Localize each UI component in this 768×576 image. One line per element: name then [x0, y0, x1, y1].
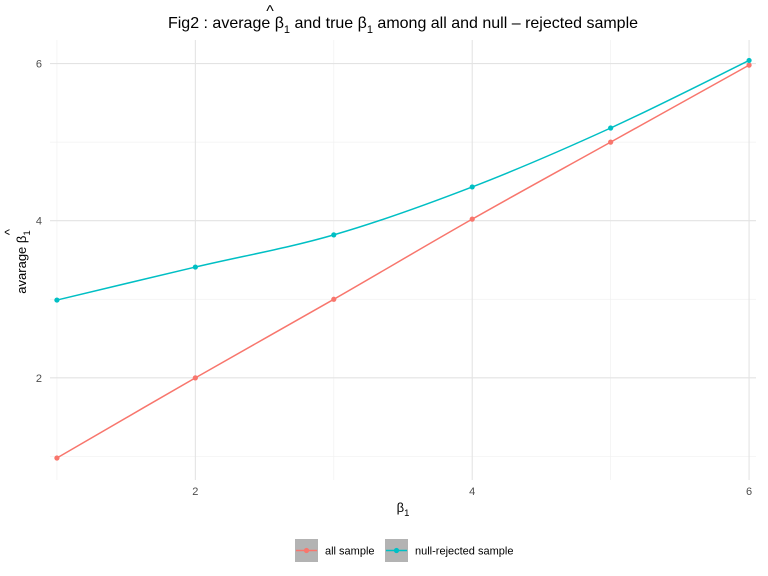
- y-tick-label: 6: [36, 59, 42, 71]
- title-beta-hat-symbol: β: [275, 15, 284, 32]
- title-hat-accent: ^: [266, 3, 274, 20]
- data-point-all-sample: [192, 375, 198, 381]
- legend: all sample null-rejected sample: [295, 539, 513, 562]
- grid-major-lines: [50, 40, 756, 480]
- data-point-null-rejected-sample: [469, 184, 475, 190]
- series-line-null-rejected-sample: [56, 59, 750, 301]
- legend-key-point: [303, 547, 310, 554]
- y-axis-ticks: 2 4 6: [36, 59, 42, 385]
- data-point-null-rejected-sample: [608, 125, 614, 131]
- series-line-all-sample: [56, 64, 750, 459]
- data-point-all-sample: [608, 139, 614, 145]
- series-layer: [54, 57, 752, 461]
- legend-item-null-rejected-sample: null-rejected sample: [385, 539, 513, 562]
- chart-title: Fig2 : average β1 and true β1 among all …: [168, 15, 638, 36]
- x-tick-label: 6: [746, 486, 752, 498]
- y-axis-title: avarage β1: [14, 230, 33, 293]
- y-axis-title-group: avarage β1 ^: [2, 228, 33, 294]
- y-tick-label: 2: [36, 373, 42, 385]
- legend-key-point: [393, 547, 400, 554]
- data-point-all-sample: [331, 296, 337, 302]
- legend-label: all sample: [325, 546, 375, 558]
- data-point-null-rejected-sample: [54, 297, 60, 303]
- x-tick-label: 2: [192, 486, 198, 498]
- x-axis-title: β1: [397, 500, 410, 519]
- data-point-null-rejected-sample: [192, 264, 198, 270]
- x-axis-ticks: 2 4 6: [192, 486, 752, 498]
- data-point-all-sample: [54, 455, 60, 461]
- data-point-all-sample: [469, 216, 475, 222]
- data-point-null-rejected-sample: [331, 232, 337, 238]
- data-point-null-rejected-sample: [746, 57, 752, 64]
- y-axis-hat-accent: ^: [2, 228, 17, 235]
- grid-minor-lines: [50, 40, 756, 480]
- data-point-all-sample: [746, 62, 752, 68]
- legend-label: null-rejected sample: [415, 546, 513, 558]
- legend-item-all-sample: all sample: [295, 539, 375, 562]
- x-tick-label: 4: [469, 486, 475, 498]
- y-tick-label: 4: [36, 216, 42, 228]
